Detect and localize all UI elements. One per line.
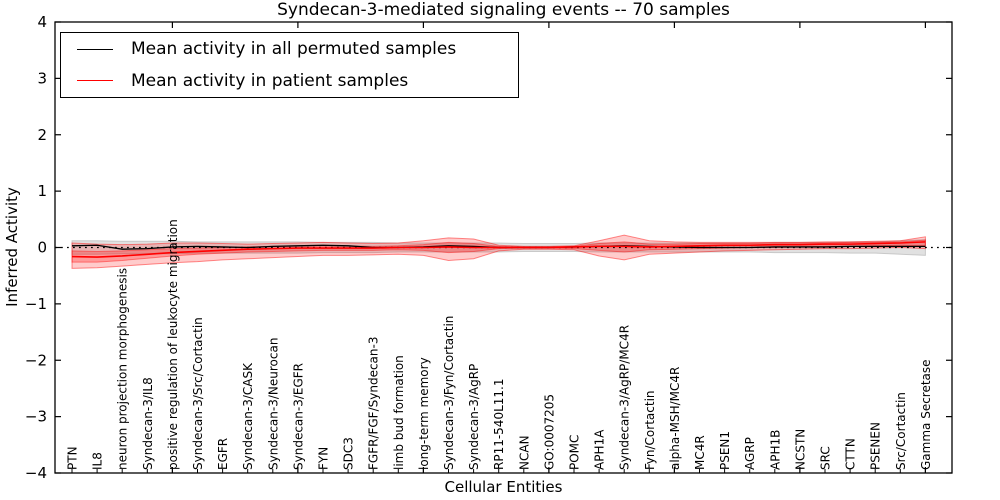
legend-label-permuted: Mean activity in all permuted samples — [131, 39, 457, 60]
legend-row-permuted: Mean activity in all permuted samples — [61, 34, 518, 64]
y-tick-label: −1 — [25, 295, 47, 313]
y-tick-label: 0 — [37, 239, 47, 257]
entity-label: SRC — [819, 446, 833, 470]
entity-label: Syndecan-3/Src/Cortactin — [191, 317, 205, 470]
entity-label: PSEN1 — [718, 431, 732, 470]
legend-line-patient — [77, 80, 113, 82]
band-patient-samples-spread-outer — [71, 234, 926, 269]
entity-label: IL8 — [91, 452, 105, 470]
y-tick-label: −2 — [25, 351, 47, 369]
patient-mean-line — [71, 241, 926, 258]
y-axis-label: Inferred Activity — [3, 187, 21, 307]
legend: Mean activity in all permuted samples Me… — [60, 32, 519, 98]
y-tick-label: −4 — [25, 464, 47, 482]
entity-label: FYN — [317, 447, 331, 470]
entity-label: positive regulation of leukocyte migrati… — [166, 219, 180, 470]
entity-label: PSENEN — [869, 422, 883, 470]
entity-label: GO:0007205 — [542, 394, 556, 470]
entity-label: long-term memory — [417, 357, 431, 470]
y-tick-label: 3 — [37, 69, 47, 87]
legend-line-permuted — [77, 48, 113, 50]
entity-label: neuron projection morphogenesis — [116, 268, 130, 470]
entity-label: NCSTN — [793, 429, 807, 470]
entity-label: CTTN — [844, 438, 858, 470]
entity-label: Syndecan-3/AgRP/MC4R — [618, 325, 632, 470]
entity-label: SDC3 — [342, 437, 356, 470]
entity-label: EGFR — [216, 438, 230, 470]
chart-title: Syndecan-3-mediated signaling events -- … — [277, 0, 730, 20]
x-axis-label: Cellular Entities — [444, 478, 563, 496]
entity-label: Fyn/Cortactin — [643, 390, 657, 470]
entity-label: Src/Cortactin — [894, 392, 908, 470]
entity-label: APH1A — [593, 429, 607, 470]
y-tick-label: 4 — [37, 13, 47, 31]
legend-row-patient: Mean activity in patient samples — [61, 66, 518, 96]
entity-label: Syndecan-3/Neurocan — [266, 338, 280, 470]
entity-label: RP11-540L11.1 — [492, 379, 506, 470]
entity-label: Syndecan-3/EGFR — [291, 363, 305, 470]
entity-label: alpha-MSH/MC4R — [668, 367, 682, 470]
y-tick-label: 1 — [37, 182, 47, 200]
entity-label: Syndecan-3/AgRP — [467, 364, 481, 470]
legend-label-patient: Mean activity in patient samples — [131, 70, 409, 91]
y-tick-label: −3 — [25, 408, 47, 426]
entity-label: Gamma Secretase — [919, 359, 933, 470]
entity-label: FGFR/FGF/Syndecan-3 — [367, 337, 381, 470]
entity-label: MC4R — [693, 435, 707, 470]
entity-label: APH1B — [768, 430, 782, 470]
entity-label: Syndecan-3/CASK — [241, 362, 255, 470]
entity-label: PTN — [66, 446, 80, 470]
entity-label: POMC — [568, 435, 582, 470]
entity-label: Syndecan-3/Fyn/Cortactin — [442, 316, 456, 470]
entity-label: NCAN — [517, 435, 531, 470]
entity-label: limb bud formation — [392, 355, 406, 470]
entity-label: Syndecan-3/IL8 — [141, 377, 155, 470]
y-tick-label: 2 — [37, 126, 47, 144]
entity-label: AGRP — [743, 437, 757, 470]
